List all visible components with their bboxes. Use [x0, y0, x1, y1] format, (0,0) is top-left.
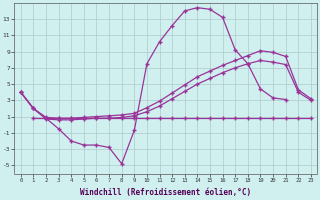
X-axis label: Windchill (Refroidissement éolien,°C): Windchill (Refroidissement éolien,°C)	[80, 188, 252, 197]
